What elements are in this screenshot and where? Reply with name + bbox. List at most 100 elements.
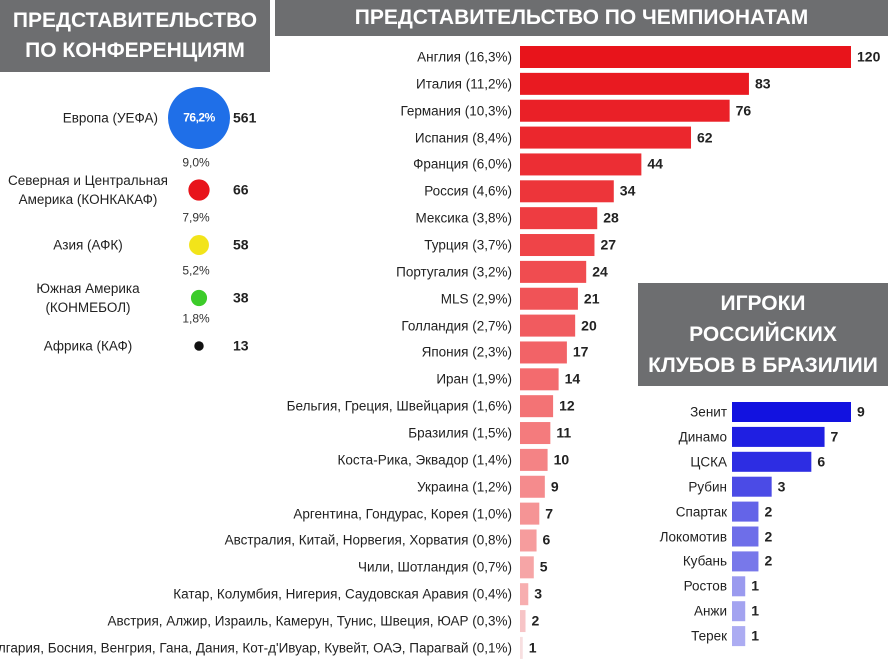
category-label: MLS (2,9%) <box>440 291 512 307</box>
category-label: Англия (16,3%) <box>417 49 512 65</box>
category-label: Ростов <box>683 578 727 594</box>
value-label: 7 <box>545 505 554 522</box>
value-label: 58 <box>233 236 249 253</box>
bubble <box>168 87 230 149</box>
value-label: 2 <box>764 552 773 569</box>
value-label: 44 <box>647 155 663 172</box>
category-label: Аргентина, Гондурас, Корея (1,0%) <box>293 506 512 522</box>
category-label: Германия (10,3%) <box>400 103 512 119</box>
bar <box>732 601 746 622</box>
bar <box>520 448 548 471</box>
bar <box>520 422 551 445</box>
category-label: Локомотив <box>659 529 727 544</box>
bar <box>520 153 642 176</box>
panel-title: ПРЕДСТАВИТЕЛЬСТВО ПО КОНФЕРЕНЦИЯМ <box>0 0 270 72</box>
share-label: 76,2% <box>183 110 215 125</box>
bar <box>732 626 746 647</box>
share-label: 9,0% <box>182 155 210 170</box>
value-label: 1 <box>528 639 537 656</box>
category-label: Япония (2,3%) <box>421 344 512 360</box>
category-label: Австралия, Китай, Норвегия, Хорватия (0,… <box>224 532 512 548</box>
category-label: Россия (4,6%) <box>424 183 512 199</box>
bar <box>520 529 537 552</box>
bar <box>520 72 749 95</box>
value-label: 28 <box>603 209 619 226</box>
bubble <box>194 341 204 351</box>
value-label: 34 <box>619 182 636 199</box>
value-label: 17 <box>572 343 589 360</box>
category-label: Терек <box>691 628 727 644</box>
share-label: 1,8% <box>182 311 210 326</box>
bar <box>520 99 730 122</box>
bar <box>732 551 759 572</box>
bar <box>520 475 545 498</box>
category-label: Африка (КАФ) <box>43 338 133 354</box>
value-label: 13 <box>233 337 249 354</box>
bar <box>732 576 746 597</box>
value-label: 76 <box>735 102 752 119</box>
value-label: 2 <box>531 612 540 629</box>
bar <box>520 287 578 310</box>
category-label: Динамо <box>678 429 727 445</box>
bar <box>732 501 759 522</box>
category-label: Европа (УЕФА) <box>62 110 158 126</box>
category-label: Иран (1,9%) <box>436 371 512 387</box>
value-label: 9 <box>550 478 559 495</box>
category-label: Мексика (3,8%) <box>415 210 512 226</box>
bar <box>520 126 692 149</box>
value-label: 561 <box>233 109 257 126</box>
category-label: Болгария, Босния, Венгрия, Гана, Дания, … <box>0 640 512 656</box>
category-label: Украина (1,2%) <box>417 479 512 495</box>
bar <box>732 402 851 422</box>
panel-title: ИГРОКИ РОССИЙСКИХ КЛУБОВ В БРАЗИЛИИ <box>638 283 888 386</box>
bar <box>520 395 554 418</box>
category-label: Анжи <box>693 603 727 619</box>
value-label: 2 <box>764 528 773 544</box>
value-label: 120 <box>857 48 881 65</box>
value-label: 6 <box>542 531 551 548</box>
bar <box>520 341 567 364</box>
value-label: 27 <box>600 236 617 253</box>
bar <box>732 476 772 497</box>
value-label: 21 <box>583 290 600 307</box>
category-label: Франция (6,0%) <box>413 156 512 172</box>
category-label: Азия (АФК) <box>53 237 123 253</box>
value-label: 66 <box>233 181 249 198</box>
category-label: Северная и Центральная Америка (КОНКАКАФ… <box>8 173 168 207</box>
bar <box>520 260 587 283</box>
value-label: 1 <box>751 602 760 619</box>
bar <box>520 556 534 579</box>
bar <box>520 583 529 606</box>
value-label: 10 <box>553 451 570 468</box>
value-label: 7 <box>830 428 839 445</box>
bubble <box>190 289 208 307</box>
value-label: 1 <box>751 627 760 644</box>
value-label: 3 <box>777 478 786 495</box>
value-label: 11 <box>556 424 572 441</box>
category-label: Испания (8,4%) <box>414 130 512 146</box>
value-label: 38 <box>233 289 249 306</box>
bar <box>520 636 523 659</box>
category-label: Спартак <box>675 504 727 520</box>
bar <box>732 526 759 547</box>
value-label: 2 <box>764 503 773 520</box>
share-label: 7,9% <box>182 210 210 225</box>
category-label: Коста-Рика, Эквадор (1,4%) <box>337 452 512 468</box>
value-label: 5 <box>539 558 548 575</box>
category-label: Бельгия, Греция, Швейцария (1,6%) <box>286 398 512 414</box>
bar <box>732 451 812 472</box>
value-label: 14 <box>564 370 581 387</box>
bar <box>520 610 526 633</box>
category-label: Чили, Шотландия (0,7%) <box>357 559 512 575</box>
value-label: 1 <box>751 577 760 594</box>
category-label: Зенит <box>690 404 727 420</box>
value-label: 83 <box>754 75 771 92</box>
bar <box>520 234 595 257</box>
value-label: 24 <box>592 263 608 280</box>
bubble <box>188 179 210 201</box>
category-label: Австрия, Алжир, Израиль, Камерун, Тунис,… <box>107 613 512 629</box>
category-label: Голландия (2,7%) <box>401 318 512 334</box>
bar <box>732 426 825 447</box>
